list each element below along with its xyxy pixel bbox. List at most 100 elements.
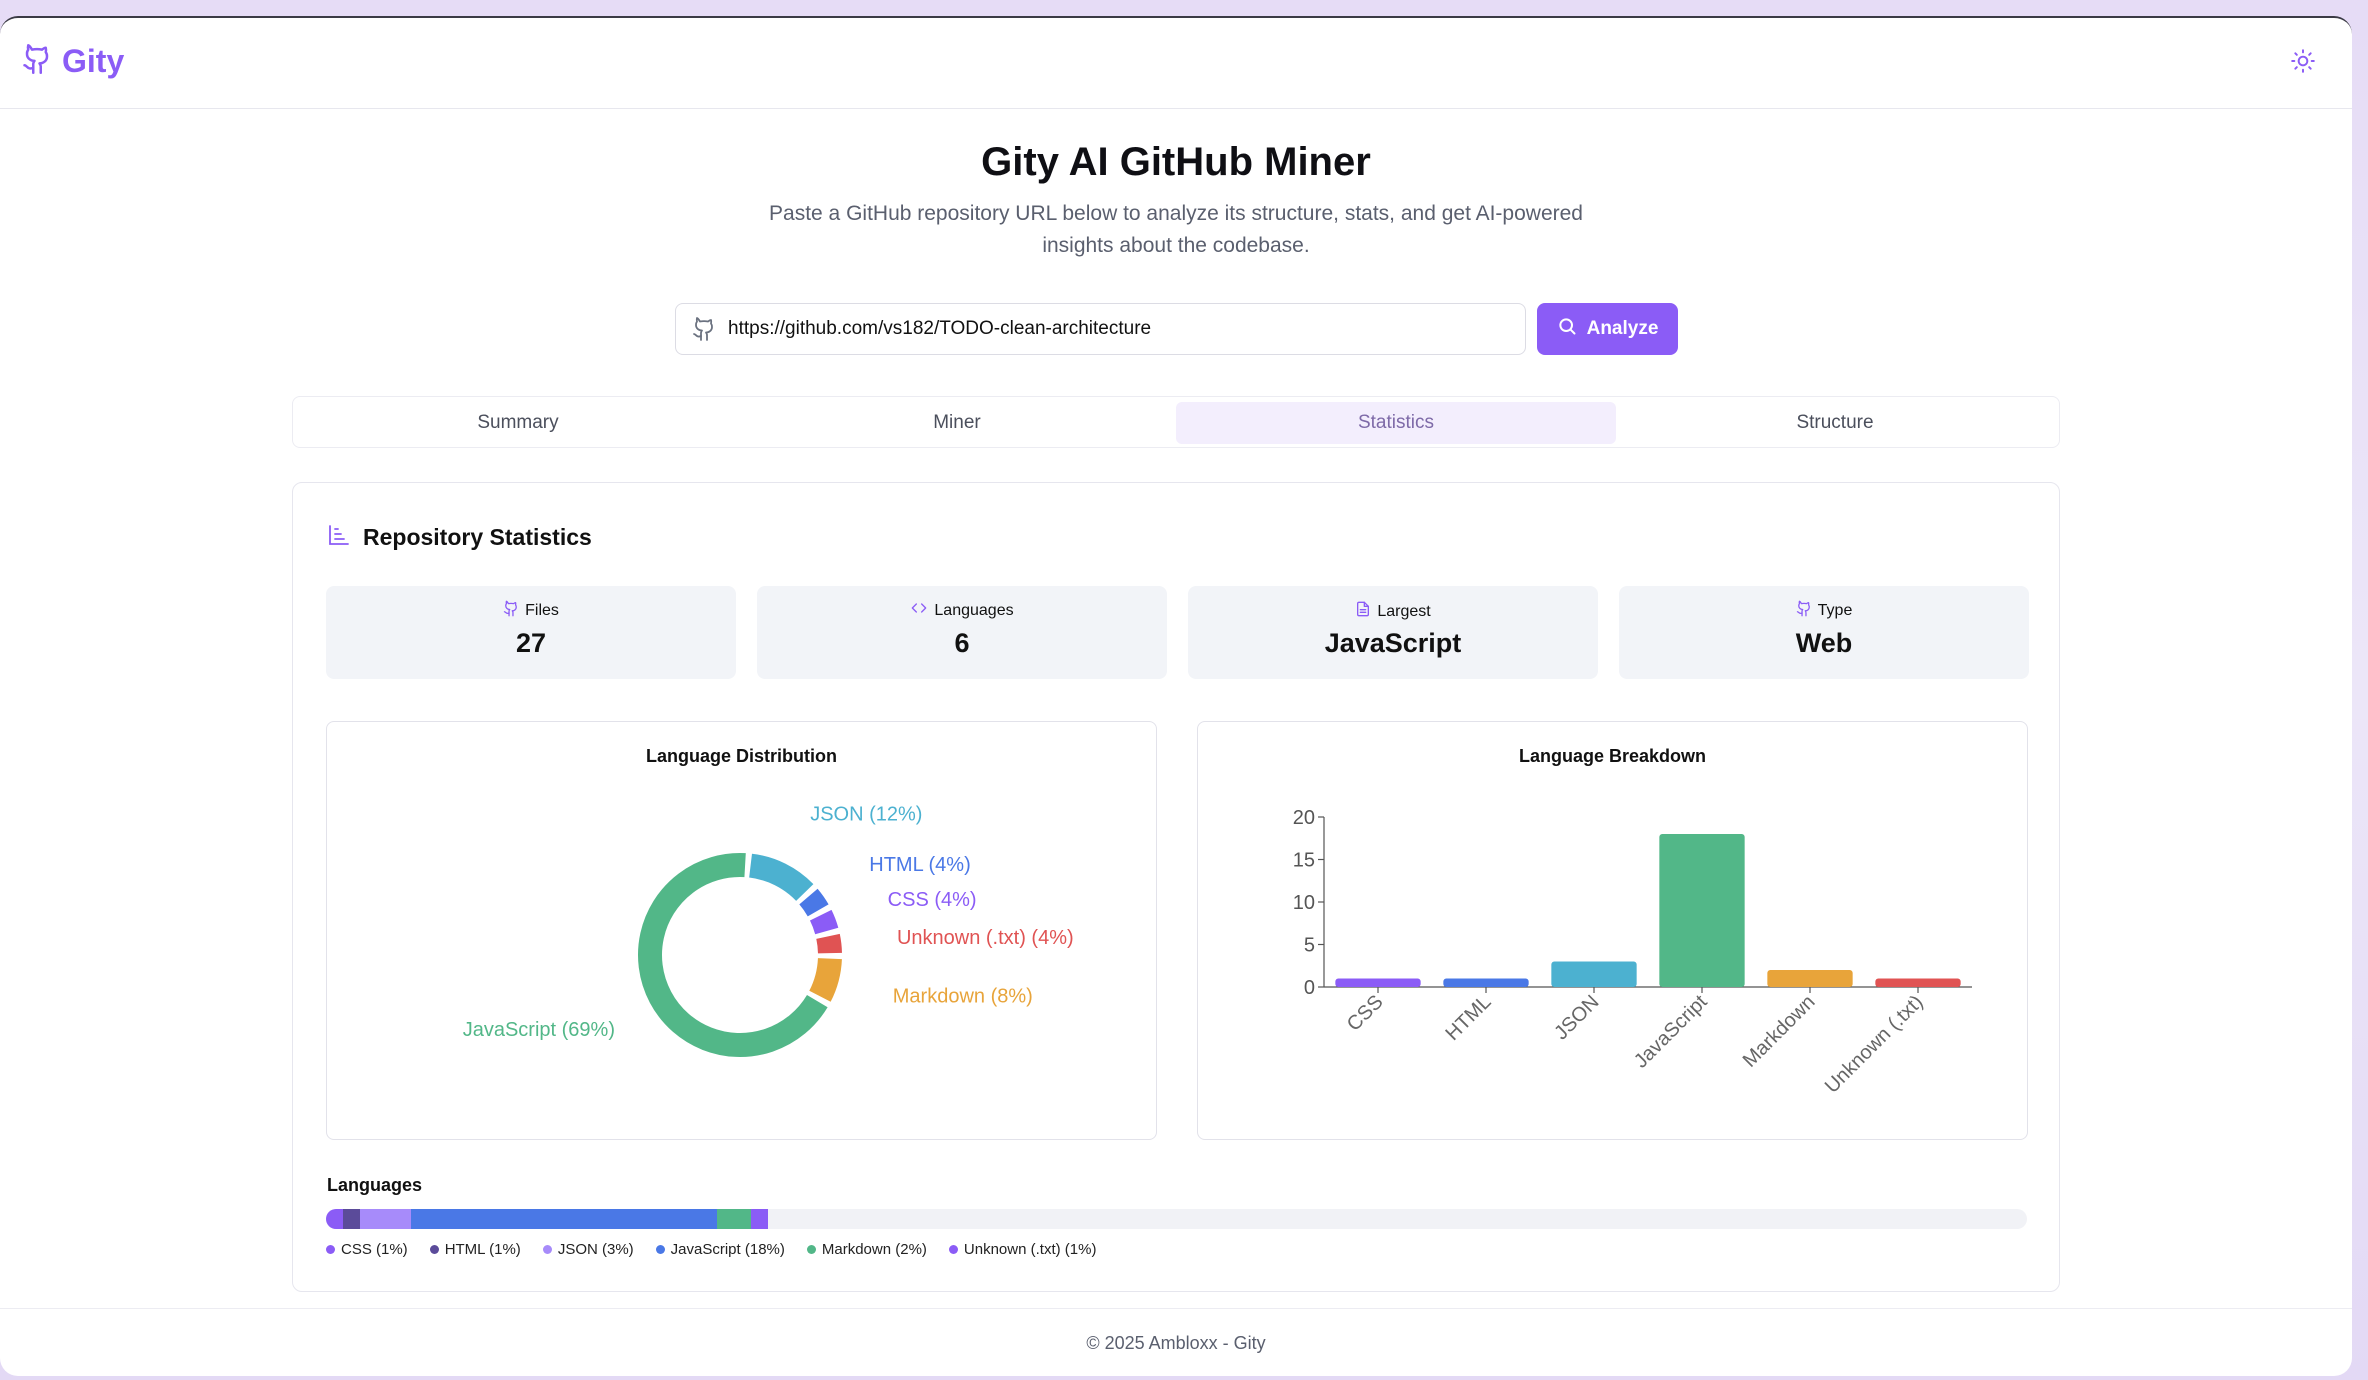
y-tick-label: 0 — [1304, 977, 1315, 999]
legend-label: HTML (1%) — [444, 1241, 521, 1258]
y-tick-label: 10 — [1293, 892, 1315, 914]
legend-item: Unknown (.txt) (1%) — [948, 1241, 1097, 1258]
bar-chart-svg: 0 5 10 15 20 CSS HTML JSON JavaScript Markdown Unk… — [1293, 807, 1972, 1098]
language-segment — [717, 1209, 752, 1229]
legend-item: Markdown (2%) — [806, 1241, 927, 1258]
analyze-button[interactable]: Analyze — [1537, 303, 1678, 355]
legend-label: JavaScript (18%) — [670, 1241, 785, 1258]
donut-slice — [809, 909, 839, 935]
donut-slice-label: Unknown (.txt) (4%) — [897, 927, 1074, 949]
tab-statistics[interactable]: Statistics — [1176, 402, 1616, 444]
languages-progress-bar — [326, 1209, 2027, 1229]
tab-summary[interactable]: Summary — [477, 412, 559, 433]
donut-slice — [816, 933, 842, 954]
tab-structure[interactable]: Structure — [1796, 412, 1874, 433]
languages-legend: CSS (1%) HTML (1%) JSON (3%) JavaScript (18… — [326, 1241, 1096, 1258]
donut-slice — [748, 853, 814, 902]
page-subtitle: Paste a GitHub repository URL below to a… — [769, 202, 1583, 257]
github-icon — [22, 42, 52, 81]
stat-label: Type — [1817, 602, 1853, 619]
brand-logo[interactable]: Gity — [22, 42, 124, 81]
github-icon — [1796, 600, 1812, 622]
legend-label: CSS (1%) — [341, 1241, 408, 1258]
legend-label: JSON (3%) — [557, 1241, 634, 1258]
footer: © 2025 Ambloxx - Gity — [0, 1308, 2352, 1376]
repo-url-input[interactable] — [728, 312, 1508, 346]
app-window: Gity Gity AI GitHub Miner Paste a GitHub… — [0, 16, 2352, 1376]
card-header: Repository Statistics — [327, 523, 592, 552]
chart-title: Language Breakdown — [1518, 746, 1707, 766]
x-tick-label: JSON — [1550, 991, 1603, 1044]
stat-largest: Largest JavaScript — [1188, 586, 1598, 679]
language-breakdown-chart: Language Breakdown 0 5 10 15 20 CSS HTML JSON Ja… — [1197, 721, 2028, 1140]
x-tick-label: JavaScript — [1630, 991, 1712, 1073]
page-title: Gity AI GitHub Miner — [981, 140, 1371, 184]
stat-type: Type Web — [1619, 586, 2029, 679]
language-segment — [751, 1209, 769, 1229]
donut-slice-label: CSS (4%) — [888, 889, 977, 911]
analyze-button-label: Analyze — [1586, 318, 1659, 339]
y-tick-label: 5 — [1304, 935, 1315, 957]
github-icon — [503, 600, 519, 622]
stat-files: Files 27 — [326, 586, 736, 679]
language-distribution-chart: Language Distribution JSON (12%) HTML (4%… — [326, 721, 1157, 1140]
stat-value: 6 — [954, 628, 970, 658]
sun-icon — [2291, 49, 2315, 73]
donut-slice-label: JavaScript (69%) — [463, 1019, 615, 1041]
legend-dot — [806, 1245, 816, 1254]
theme-toggle-button[interactable] — [2290, 48, 2316, 74]
legend-label: Markdown (2%) — [821, 1241, 927, 1258]
donut-slice-label: Markdown (8%) — [893, 985, 1033, 1007]
legend-label: Unknown (.txt) (1%) — [963, 1241, 1097, 1258]
language-segment — [343, 1209, 360, 1229]
language-segment — [326, 1209, 343, 1229]
tab-miner[interactable]: Miner — [933, 412, 981, 433]
donut-slice — [809, 957, 842, 1002]
stat-label: Languages — [934, 601, 1014, 619]
bar — [1767, 970, 1853, 987]
search-icon — [1557, 316, 1577, 342]
github-icon — [692, 316, 716, 347]
legend-item: CSS (1%) — [326, 1241, 408, 1258]
stat-label: Largest — [1377, 602, 1431, 620]
legend-dot — [948, 1245, 958, 1254]
bar — [1443, 978, 1529, 987]
bar — [1659, 834, 1745, 987]
stat-value: JavaScript — [1324, 628, 1462, 658]
bar — [1551, 961, 1637, 987]
code-icon — [910, 600, 928, 621]
stat-label: Files — [525, 602, 559, 619]
legend-item: JavaScript (18%) — [655, 1241, 785, 1258]
legend-dot — [542, 1245, 552, 1254]
donut-slice-label: HTML (4%) — [869, 854, 970, 876]
x-tick-label: HTML — [1441, 991, 1495, 1045]
stat-value: Web — [1795, 628, 1853, 658]
bar — [1335, 978, 1421, 987]
file-icon — [1355, 600, 1371, 623]
language-segment — [411, 1209, 718, 1229]
legend-item: HTML (1%) — [429, 1241, 521, 1258]
repo-url-field[interactable] — [675, 303, 1526, 355]
x-tick-label: Markdown — [1739, 991, 1820, 1072]
language-segment — [360, 1209, 412, 1229]
donut-slice — [638, 853, 828, 1057]
stat-languages: Languages 6 — [757, 586, 1167, 679]
bar — [1875, 978, 1961, 987]
donut-slice-label: JSON (12%) — [810, 803, 922, 825]
languages-title: Languages — [327, 1175, 423, 1195]
card-title: Repository Statistics — [363, 524, 592, 550]
bar-chart-icon — [327, 523, 351, 552]
legend-dot — [429, 1245, 439, 1254]
chart-title: Language Distribution — [646, 746, 837, 766]
legend-item: JSON (3%) — [542, 1241, 634, 1258]
tab-bar: Summary Miner Statistics Structure — [292, 396, 2060, 448]
y-tick-label: 20 — [1293, 807, 1315, 829]
stat-value: 27 — [515, 628, 547, 658]
y-tick-label: 15 — [1293, 850, 1315, 872]
donut-chart-svg: JSON (12%) HTML (4%) CSS (4%) Unknown (.txt… — [463, 803, 1074, 1057]
statistics-card: Repository Statistics Files 27 Languages… — [292, 482, 2060, 1292]
donut-slice — [799, 888, 829, 917]
x-tick-label: CSS — [1343, 991, 1388, 1036]
app-name: Gity — [62, 43, 125, 79]
legend-dot — [655, 1245, 665, 1254]
